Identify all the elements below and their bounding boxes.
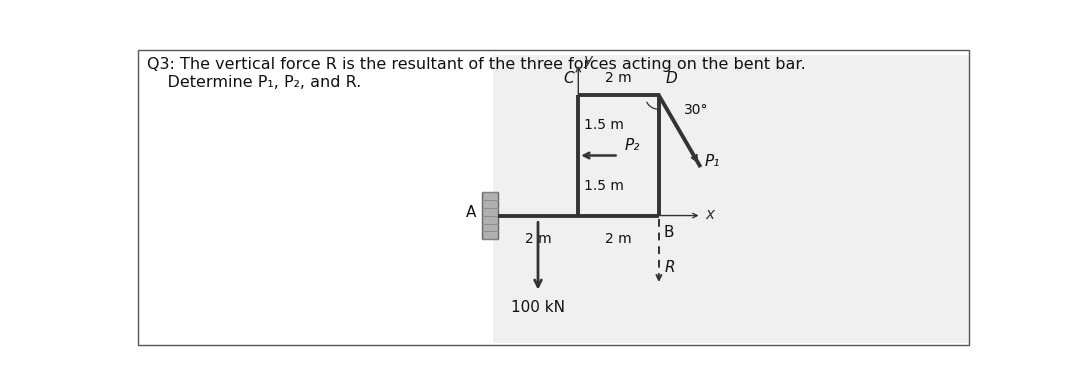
Text: 30°: 30° [684,103,708,117]
Text: 2 m: 2 m [525,233,551,246]
Text: 2 m: 2 m [605,233,632,246]
Text: y: y [583,52,593,68]
Bar [482,192,498,239]
Text: P₂: P₂ [625,138,640,153]
Bar [494,56,969,343]
Text: C: C [563,71,573,86]
Text: P₁: P₁ [704,154,719,169]
Text: R: R [664,260,675,275]
Text: A: A [465,205,476,220]
Text: 1.5 m: 1.5 m [584,118,624,133]
Text: 100 kN: 100 kN [511,300,565,315]
Text: 1.5 m: 1.5 m [584,179,624,192]
Text: B: B [663,225,674,240]
Text: D: D [665,71,677,86]
Text: x: x [705,206,714,222]
Text: 2 m: 2 m [605,71,632,84]
Text: Q3: The vertical force R is the resultant of the three forces acting on the bent: Q3: The vertical force R is the resultan… [147,57,806,72]
Text: Determine P₁, P₂, and R.: Determine P₁, P₂, and R. [147,75,361,90]
